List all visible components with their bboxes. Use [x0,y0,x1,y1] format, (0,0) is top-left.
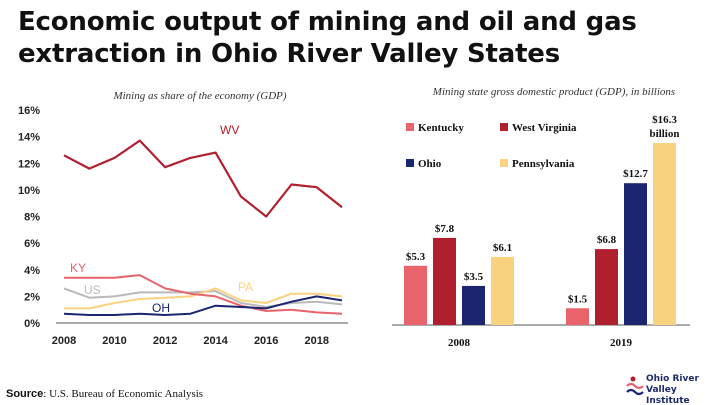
bar-chart: Mining state gross domestic product (GDP… [392,86,690,349]
source-note: Source: U.S. Bureau of Economic Analysis [6,388,203,400]
x-tick-label: 2018 [304,335,328,347]
bar-west-virginia-2019 [595,249,618,325]
bar-label-west-virginia-2008: $7.8 [435,223,455,235]
x-tick-label: 2016 [254,335,278,347]
logo-line-1: Ohio River [646,374,699,384]
bar-ohio-2008 [462,285,485,325]
bar-label-pennsylvania-2019: $16.3 billion [650,114,680,140]
bar-west-virginia-2008 [433,237,456,325]
bar-label-ohio-2008: $3.5 [464,271,484,283]
series-label-wv: WV [220,123,239,137]
bar-label-kentucky-2008: $5.3 [406,251,426,263]
series-line-wv [63,139,343,218]
x-tick-label: 2014 [203,335,228,347]
legend-label-west-virginia: West Virginia [512,122,577,134]
series-label-us: US [84,283,101,297]
bar-pennsylvania-2008 [491,256,514,325]
bar-label-ohio-2019: $12.7 [623,168,648,180]
bar-chart-title: Mining state gross domestic product (GDP… [432,86,675,98]
page-title: Economic output of mining and oil and ga… [18,7,637,69]
legend-label-kentucky: Kentucky [418,122,464,134]
y-tick-label: 2% [24,291,40,303]
series-line-oh [63,295,343,316]
category-label-2008: 2008 [448,337,471,349]
bar-pennsylvania-2019 [653,143,676,325]
bar-label-kentucky-2019: $1.5 [568,293,588,305]
source-label: Source [6,388,44,400]
bar-kentucky-2019 [566,308,589,325]
category-label-2019: 2019 [610,337,633,349]
x-tick-label: 2008 [52,335,76,347]
bar-ohio-2019 [624,183,647,325]
series-label-ky: KY [70,261,86,275]
legend-swatch-kentucky [406,123,414,131]
legend-swatch-pennsylvania [500,159,508,167]
y-tick-label: 12% [18,158,40,170]
legend-swatch-west-virginia [500,123,508,131]
series-label-pa: PA [238,280,253,294]
bar-label-pennsylvania-2008: $6.1 [493,242,512,254]
y-tick-label: 14% [18,132,40,144]
logo-text: Ohio River Valley Institute [646,374,718,405]
line-chart-title: Mining as share of the economy (GDP) [112,90,286,102]
bar-label-west-virginia-2019: $6.8 [597,234,617,246]
ohio-river-valley-institute-logo: Ohio River Valley Institute [622,372,718,405]
y-tick-label: 6% [24,238,40,250]
x-tick-label: 2010 [102,335,126,347]
source-text: : U.S. Bureau of Economic Analysis [43,388,204,400]
series-line-pa [64,287,343,310]
y-tick-label: 8% [24,212,40,224]
bar-kentucky-2008 [404,265,427,325]
legend-label-pennsylvania: Pennsylvania [512,158,575,170]
y-tick-label: 4% [24,265,40,277]
x-tick-label: 2012 [153,335,177,347]
y-tick-label: 16% [18,105,40,117]
legend-label-ohio: Ohio [418,158,442,170]
y-tick-label: 10% [18,185,40,197]
line-chart: Mining as share of the economy (GDP) 0% 2%… [18,90,348,347]
logo-line-2: Valley Institute [646,385,690,405]
y-tick-label: 0% [24,318,40,330]
series-label-oh: OH [152,301,170,315]
legend-swatch-ohio [406,159,414,167]
river-wave-icon [626,376,644,396]
series-line-ky [64,274,343,315]
